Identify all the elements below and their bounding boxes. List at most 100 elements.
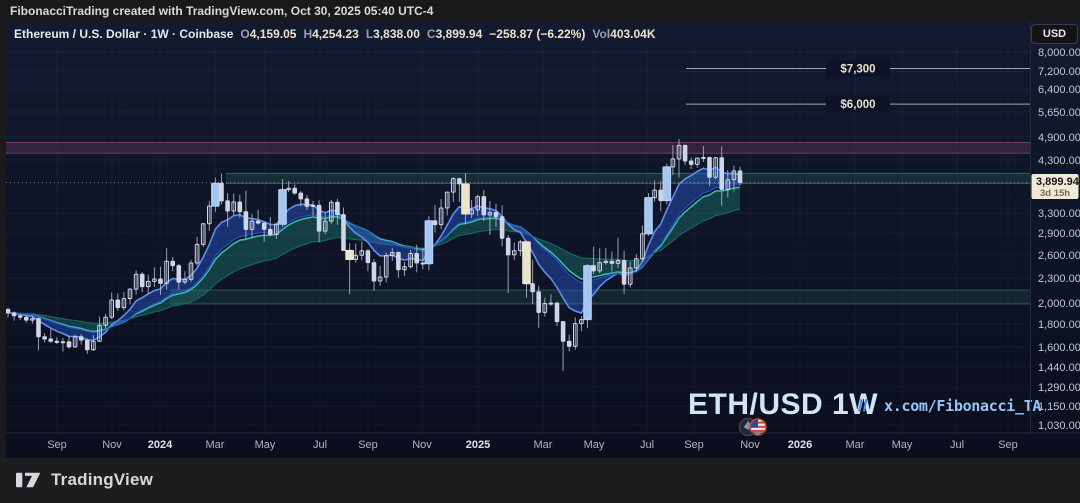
symbol-header: Ethereum / U.S. Dollar · 1W · Coinbase O4… — [14, 24, 656, 44]
time-tick[interactable]: Nov — [740, 439, 760, 451]
candle — [603, 248, 609, 265]
candle-body — [383, 255, 389, 278]
tradingview-wordmark: TradingView — [51, 470, 154, 489]
price-tick[interactable]: 4,300.00 — [1038, 155, 1080, 167]
price-tick[interactable]: 2,000.00 — [1038, 298, 1080, 310]
high-value: 4,254.23 — [312, 27, 359, 41]
time-tick[interactable]: 2025 — [466, 439, 490, 451]
price-tick[interactable]: 5,650.00 — [1038, 107, 1080, 119]
candle-body — [505, 237, 511, 256]
candle — [731, 165, 737, 192]
price-tick[interactable]: 1,800.00 — [1038, 319, 1080, 331]
time-tick[interactable]: May — [255, 439, 276, 451]
chart-plot[interactable]: $7,300 $6,000 ETH/USD 1W // x.com/Fibonac… — [6, 22, 1080, 458]
candle-body — [158, 278, 163, 284]
candle-body — [518, 241, 523, 252]
candle — [231, 193, 236, 216]
candle — [644, 193, 653, 236]
price-badge-countdown: 3d 15h — [1040, 188, 1070, 199]
candle — [225, 193, 230, 227]
time-tick[interactable]: Jul — [950, 439, 964, 451]
time-tick[interactable]: Nov — [412, 439, 432, 451]
candle — [438, 199, 444, 230]
candle-body — [658, 189, 664, 202]
candle-body — [444, 191, 450, 209]
candle-body — [316, 204, 322, 232]
candle — [78, 334, 84, 345]
candle-body — [731, 170, 737, 181]
time-tick[interactable]: Jul — [640, 439, 654, 451]
time-tick[interactable]: Sep — [684, 439, 704, 451]
candle — [609, 251, 615, 272]
price-tick[interactable]: 4,900.00 — [1038, 132, 1080, 144]
time-tick[interactable]: Sep — [47, 439, 67, 451]
price-tick[interactable]: 7,200.00 — [1038, 66, 1080, 78]
candle — [286, 181, 291, 193]
level-label-bg — [826, 96, 890, 113]
price-tick[interactable]: 1,600.00 — [1038, 342, 1080, 354]
candle — [542, 297, 548, 317]
candle-body — [424, 220, 434, 265]
target-levels[interactable]: $7,300 $6,000 — [686, 60, 1030, 113]
candle — [365, 249, 371, 272]
symbol-title[interactable]: Ethereum / U.S. Dollar · 1W · Coinbase — [14, 27, 234, 41]
candle-body — [695, 157, 700, 165]
time-tick[interactable]: 2026 — [788, 439, 812, 451]
candle-body — [30, 318, 35, 321]
candle — [566, 334, 572, 352]
candle — [583, 264, 592, 329]
time-tick[interactable]: Jul — [313, 439, 327, 451]
candle-body — [670, 158, 676, 168]
candle — [249, 214, 255, 239]
time-tick[interactable]: Mar — [206, 439, 225, 451]
price-tick[interactable]: 6,400.00 — [1038, 84, 1080, 96]
level-label[interactable]: $6,000 — [840, 99, 875, 111]
time-tick[interactable]: Nov — [102, 439, 122, 451]
candle — [345, 243, 354, 295]
currency-button[interactable]: USD — [1031, 24, 1078, 44]
candle-body — [420, 262, 426, 265]
candle — [243, 190, 249, 240]
watermark-handle: x.com/Fibonacci_TA — [884, 397, 1041, 415]
time-tick[interactable]: 2024 — [148, 439, 173, 451]
candle-body — [121, 298, 127, 309]
candle-body — [109, 299, 115, 318]
price-tick[interactable]: 3,300.00 — [1038, 208, 1080, 220]
candle-body — [146, 280, 151, 288]
time-tick[interactable]: May — [892, 439, 913, 451]
time-tick[interactable]: Sep — [358, 439, 378, 451]
level-label[interactable]: $7,300 — [840, 63, 875, 75]
price-tick[interactable]: 1,030.00 — [1038, 420, 1080, 432]
time-tick[interactable]: Sep — [998, 439, 1018, 451]
candle — [48, 328, 54, 343]
candle-body — [194, 243, 200, 264]
time-tick[interactable]: Mar — [846, 439, 865, 451]
candle-body — [78, 336, 84, 341]
candle — [627, 261, 633, 288]
candle — [6, 307, 11, 318]
candle-body — [54, 340, 60, 343]
price-axis[interactable]: 8,000.00 7,200.00 6,400.00 5,650.00 4,900.00… — [1038, 47, 1080, 432]
candle-body — [365, 250, 371, 264]
chart-background — [6, 22, 1080, 458]
candle — [695, 157, 700, 168]
price-tick[interactable]: 2,300.00 — [1038, 273, 1080, 285]
time-axis[interactable]: Sep Nov 2024 Mar May Jul Sep Nov 2025 Mar May Jul Se… — [47, 439, 1018, 451]
candle — [451, 177, 456, 202]
candle-body — [164, 260, 169, 284]
price-tick[interactable]: 2,900.00 — [1038, 228, 1080, 240]
gridlines — [6, 51, 1030, 426]
price-tick[interactable]: 1,290.00 — [1038, 382, 1080, 394]
candle — [662, 163, 672, 205]
price-tick[interactable]: 1,440.00 — [1038, 362, 1080, 374]
close-label: C — [426, 27, 436, 41]
price-tick[interactable]: 2,600.00 — [1038, 250, 1080, 262]
time-tick[interactable]: Mar — [534, 439, 553, 451]
candle-body — [268, 228, 273, 236]
time-tick[interactable]: May — [584, 439, 605, 451]
price-tick[interactable]: 8,000.00 — [1038, 47, 1080, 59]
candle-body — [652, 189, 657, 199]
price-tick[interactable]: 1,150.00 — [1038, 401, 1080, 413]
tradingview-logo[interactable]: TradingView — [16, 469, 153, 491]
candle — [66, 335, 72, 349]
